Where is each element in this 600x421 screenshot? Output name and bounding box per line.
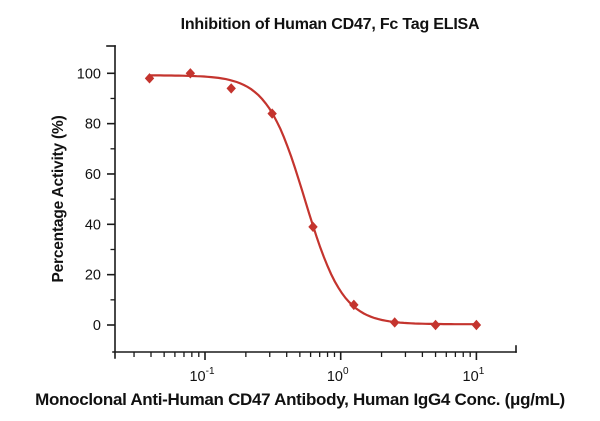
x-tick-label: 101 (463, 366, 485, 385)
chart-title: Inhibition of Human CD47, Fc Tag ELISA (180, 16, 480, 33)
y-tick-label: 0 (93, 318, 101, 334)
data-point-marker (267, 108, 277, 119)
data-point-marker (308, 221, 318, 233)
axes (106, 45, 517, 359)
x-axis-ticks: 10-1 100 101 (133, 352, 485, 385)
y-tick-label: 60 (85, 167, 101, 183)
y-axis-ticks: 0 20 40 60 80 100 (77, 66, 115, 334)
x-tick-label: 10-1 (189, 366, 214, 385)
data-point-marker (144, 73, 155, 84)
fit-curve (148, 74, 478, 326)
y-tick-label: 20 (85, 268, 101, 284)
y-tick-label: 40 (85, 217, 101, 233)
data-point-marker (226, 83, 236, 94)
y-tick-label: 100 (77, 66, 101, 82)
data-point-marker (390, 317, 400, 328)
y-tick-label: 80 (85, 117, 101, 133)
data-point-marker (349, 299, 359, 311)
data-point-marker (471, 319, 482, 331)
data-point-marker (185, 68, 196, 79)
x-tick-label: 100 (327, 366, 349, 385)
data-points (144, 68, 482, 331)
data-point-marker (430, 319, 441, 331)
x-axis-label: Monoclonal Anti-Human CD47 Antibody, Hum… (35, 390, 565, 409)
